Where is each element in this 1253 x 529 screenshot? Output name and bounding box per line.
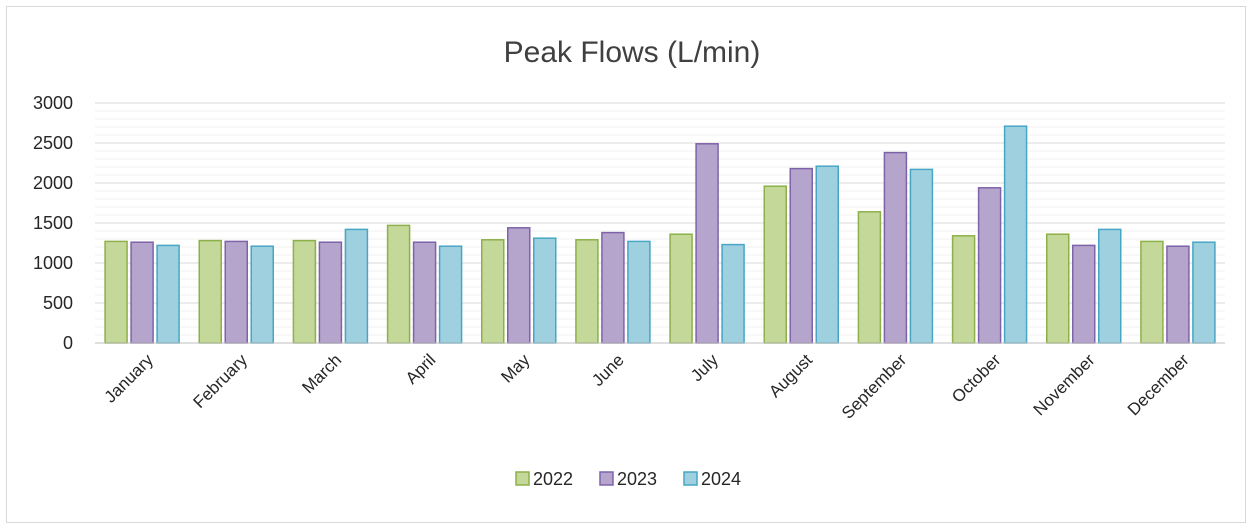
- bar-2022-january: [104, 240, 128, 344]
- x-axis-categories: January February March April May June July Augu…: [101, 350, 1193, 423]
- bar-2024-july: [721, 243, 745, 344]
- bar-2024-august: [815, 165, 839, 344]
- bar-2024-june: [627, 240, 651, 344]
- y-tick-label: 1500: [33, 213, 73, 233]
- y-tick-label: 1000: [33, 253, 73, 273]
- bar-2023-january: [130, 241, 154, 344]
- bar-2024-april: [438, 245, 463, 344]
- bar-2024-october: [1003, 125, 1028, 344]
- y-tick-label: 3000: [33, 93, 73, 113]
- x-category-label: February: [190, 350, 252, 412]
- bar-2023-december: [1166, 245, 1190, 344]
- x-category-label: April: [402, 350, 439, 387]
- bar-2024-january: [156, 244, 180, 344]
- legend-label: 2024: [701, 469, 741, 489]
- x-category-label: September: [838, 350, 910, 422]
- legend: 2022 2023 2024: [515, 469, 741, 489]
- x-category-label: November: [1030, 350, 1099, 419]
- bar-2024-december: [1192, 241, 1216, 344]
- x-category-label: August: [765, 350, 816, 401]
- bar-2023-february: [224, 240, 248, 344]
- bar-2024-november: [1098, 228, 1122, 344]
- bar-2023-july: [695, 143, 719, 344]
- bar-2022-october: [951, 235, 976, 344]
- bar-2024-september: [909, 168, 934, 344]
- x-category-label: May: [497, 350, 533, 386]
- bar-2022-september: [857, 211, 882, 344]
- bar-2023-april: [412, 241, 437, 344]
- bar-2023-september: [883, 151, 908, 344]
- bar-2023-november: [1072, 244, 1096, 344]
- x-category-label: March: [298, 350, 345, 397]
- legend-swatch: [683, 471, 698, 486]
- x-category-label: December: [1124, 350, 1193, 419]
- bar-2023-may: [507, 227, 531, 344]
- bar-2024-may: [533, 237, 557, 344]
- bar-2022-may: [481, 239, 505, 344]
- chart-title: Peak Flows (L/min): [504, 36, 761, 69]
- legend-label: 2023: [617, 469, 657, 489]
- legend-swatch: [599, 471, 614, 486]
- bar-2022-july: [669, 233, 693, 344]
- y-tick-label: 500: [43, 293, 73, 313]
- bar-2022-february: [198, 239, 222, 344]
- bar-2023-march: [318, 241, 343, 344]
- bar-2024-february: [250, 245, 274, 344]
- y-tick-label: 2000: [33, 173, 73, 193]
- legend-label: 2022: [533, 469, 573, 489]
- bar-2022-june: [575, 239, 599, 344]
- x-category-label: January: [101, 350, 158, 407]
- bar-2022-november: [1046, 233, 1070, 344]
- x-category-label: October: [948, 350, 1004, 406]
- legend-swatch: [515, 471, 530, 486]
- x-category-label: June: [588, 350, 628, 390]
- y-tick-label: 2500: [33, 133, 73, 153]
- x-category-label: July: [687, 350, 722, 385]
- bar-2022-april: [386, 224, 411, 344]
- bar-2024-march: [344, 228, 369, 344]
- grid: [95, 102, 1225, 336]
- bar-2022-december: [1140, 240, 1164, 344]
- bar-2023-october: [977, 187, 1002, 344]
- y-axis-ticks: 0 500 1000 1500 2000 2500 3000: [33, 93, 73, 353]
- bar-2022-august: [763, 185, 787, 344]
- bar-2022-march: [292, 239, 317, 344]
- bar-2023-august: [789, 167, 813, 344]
- bar-2023-june: [601, 231, 625, 344]
- bars: [104, 125, 1216, 344]
- y-tick-label: 0: [63, 333, 73, 353]
